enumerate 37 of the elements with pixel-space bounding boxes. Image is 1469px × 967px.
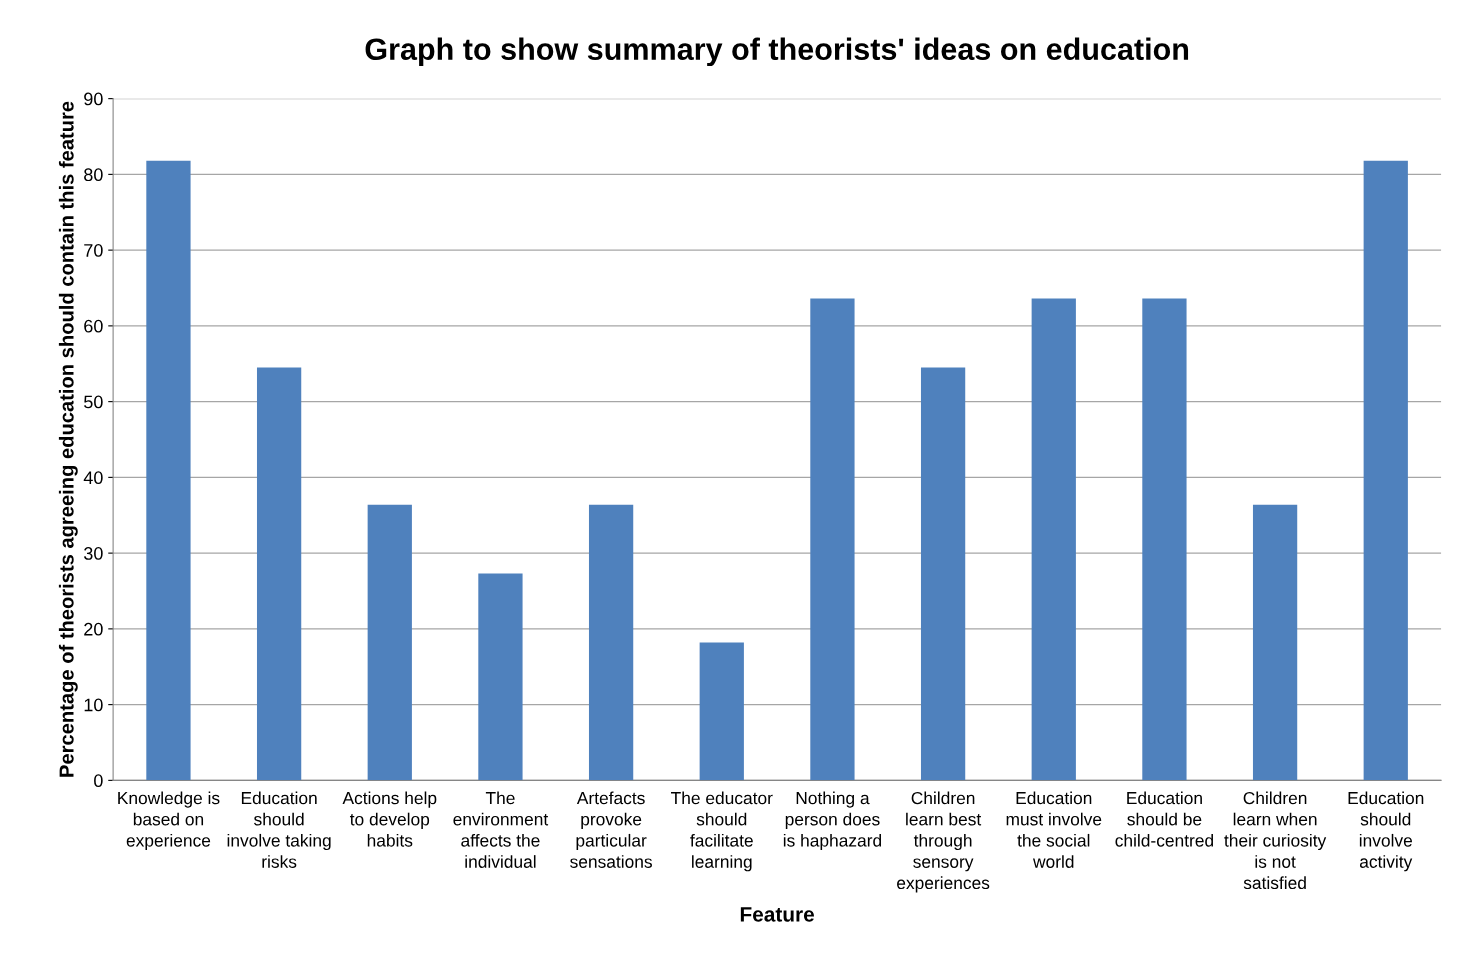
x-tick-label: The environment affects the individual [453, 791, 549, 868]
bar [367, 504, 412, 781]
x-tick-label: Actions help to develop habits [342, 791, 437, 847]
x-tick-label: Artefacts provoke particular sensations [570, 791, 652, 868]
y-tick-label: 40 [83, 471, 103, 485]
x-tick-label: Children learn best through sensory experiences [897, 791, 990, 893]
x-tick-label: Children learn when their curiosity is not satisfied [1224, 791, 1327, 890]
bar [146, 160, 191, 781]
x-tick-label: Education should involve activity [1348, 791, 1424, 872]
bar [478, 573, 523, 781]
bar [920, 367, 966, 781]
bar [588, 504, 634, 781]
y-tick-label: 50 [84, 395, 103, 409]
y-tick-label: 70 [84, 244, 103, 257]
bar [699, 642, 744, 781]
bar [1363, 160, 1408, 781]
y-tick-label: 90 [84, 92, 103, 106]
x-axis-title: Feature [740, 907, 815, 922]
x-tick-label: Nothing a person does is haphazard [783, 791, 882, 851]
y-tick-label: 0 [94, 774, 103, 788]
y-tick-label: 10 [84, 698, 103, 712]
x-tick-label: Education should involve taking risks [227, 791, 331, 868]
x-tick-label: Education should be child-centred [1115, 791, 1214, 847]
bar [256, 367, 302, 781]
y-axis-title: Percentage of theorists agreeing education should contain this feature [58, 101, 78, 777]
bar [1142, 298, 1187, 781]
bar [1031, 298, 1076, 781]
y-tick-label: 20 [84, 622, 103, 636]
y-tick-label: 30 [84, 547, 103, 560]
x-tick-label: Education must involve the social world [1006, 791, 1102, 868]
y-tick-label: 60 [84, 319, 103, 333]
chart-title: Graph to show summary of theorists' ideas on education [365, 37, 1189, 67]
y-tick-label: 80 [84, 168, 103, 182]
bar [1252, 504, 1298, 781]
x-tick-label: Knowledge is based on experience [118, 791, 220, 851]
x-tick-label: The educator should facilitate learning [671, 791, 773, 872]
bar [810, 298, 855, 781]
